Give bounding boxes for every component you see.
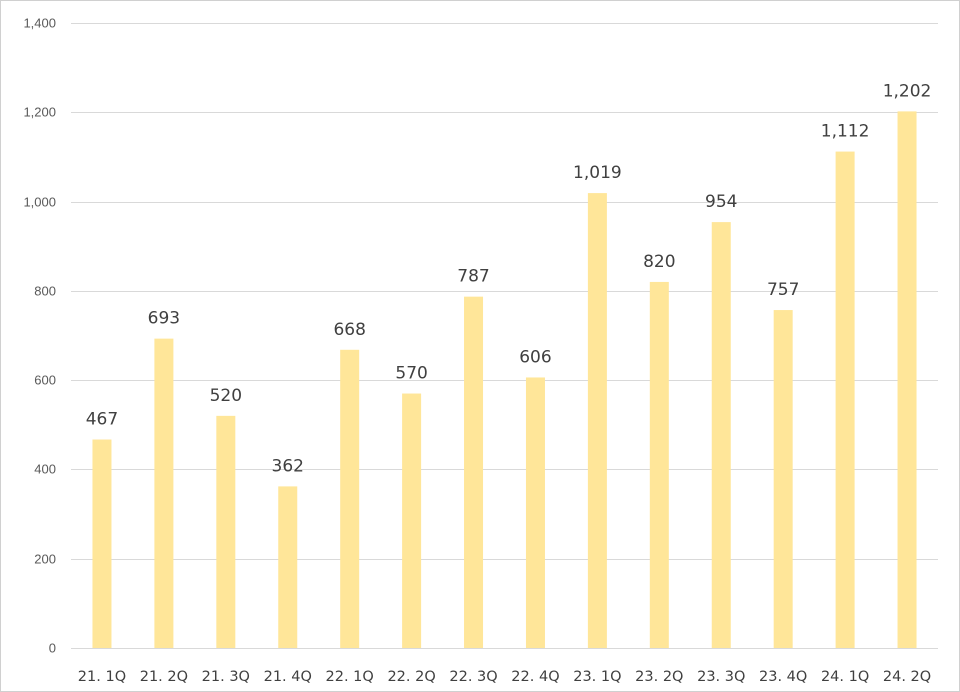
data-label: 954 bbox=[705, 192, 737, 212]
data-label: 520 bbox=[210, 386, 242, 406]
x-tick-label: 22. 3Q bbox=[449, 669, 497, 685]
x-tick-label: 21. 4Q bbox=[264, 669, 312, 685]
bar bbox=[340, 349, 360, 648]
data-label: 362 bbox=[272, 456, 304, 476]
x-tick-label: 23. 2Q bbox=[635, 669, 683, 685]
x-tick-label: 23. 3Q bbox=[697, 669, 745, 685]
data-label: 570 bbox=[395, 364, 427, 384]
data-label: 787 bbox=[457, 267, 489, 287]
gridlines bbox=[71, 23, 938, 649]
y-tick-label: 600 bbox=[34, 373, 56, 388]
bar bbox=[587, 193, 607, 648]
data-label: 668 bbox=[333, 320, 365, 340]
bar bbox=[92, 439, 112, 648]
bar bbox=[773, 310, 793, 648]
bar bbox=[154, 338, 174, 648]
y-tick-label: 400 bbox=[34, 462, 56, 477]
x-tick-label: 21. 2Q bbox=[140, 669, 188, 685]
y-tick-label: 1,000 bbox=[23, 195, 56, 210]
y-tick-label: 1,200 bbox=[23, 105, 56, 120]
data-label: 1,019 bbox=[573, 163, 622, 183]
bars bbox=[92, 111, 917, 649]
x-tick-label: 21. 1Q bbox=[78, 669, 126, 685]
bar bbox=[649, 281, 669, 648]
bar bbox=[278, 486, 298, 648]
x-tick-label: 22. 1Q bbox=[326, 669, 374, 685]
y-tick-label: 800 bbox=[34, 284, 56, 299]
y-tick-label: 1,400 bbox=[23, 16, 56, 31]
data-label: 606 bbox=[519, 347, 551, 367]
x-tick-label: 23. 4Q bbox=[759, 669, 807, 685]
y-tick-label: 0 bbox=[49, 641, 56, 656]
data-label: 1,112 bbox=[821, 122, 870, 142]
x-tick-label: 22. 4Q bbox=[511, 669, 559, 685]
bar bbox=[402, 393, 422, 648]
data-label: 467 bbox=[86, 410, 118, 430]
x-tick-label: 24. 1Q bbox=[821, 669, 869, 685]
x-tick-label: 22. 2Q bbox=[387, 669, 435, 685]
bar bbox=[897, 111, 917, 648]
y-axis: 0 200 400 600 800 1,000 1,200 1,400 bbox=[23, 16, 56, 656]
bar bbox=[464, 296, 484, 648]
data-label: 820 bbox=[643, 252, 675, 272]
bar bbox=[525, 377, 545, 648]
bar bbox=[216, 415, 236, 648]
x-tick-label: 23. 1Q bbox=[573, 669, 621, 685]
data-label: 757 bbox=[767, 280, 799, 300]
x-axis: 21. 1Q 21. 2Q 21. 3Q 21. 4Q 22. 1Q 22. 2Q 22. … bbox=[78, 669, 931, 685]
x-tick-label: 24. 2Q bbox=[883, 669, 931, 685]
x-tick-label: 21. 3Q bbox=[202, 669, 250, 685]
y-tick-label: 200 bbox=[34, 552, 56, 567]
data-label: 1,202 bbox=[883, 81, 932, 101]
data-labels: 467 693 520 362 668 570 787 606 1,019 820 954 757 1,… bbox=[86, 81, 932, 476]
data-label: 693 bbox=[148, 309, 180, 329]
bar bbox=[711, 222, 731, 648]
bar bbox=[835, 151, 855, 649]
